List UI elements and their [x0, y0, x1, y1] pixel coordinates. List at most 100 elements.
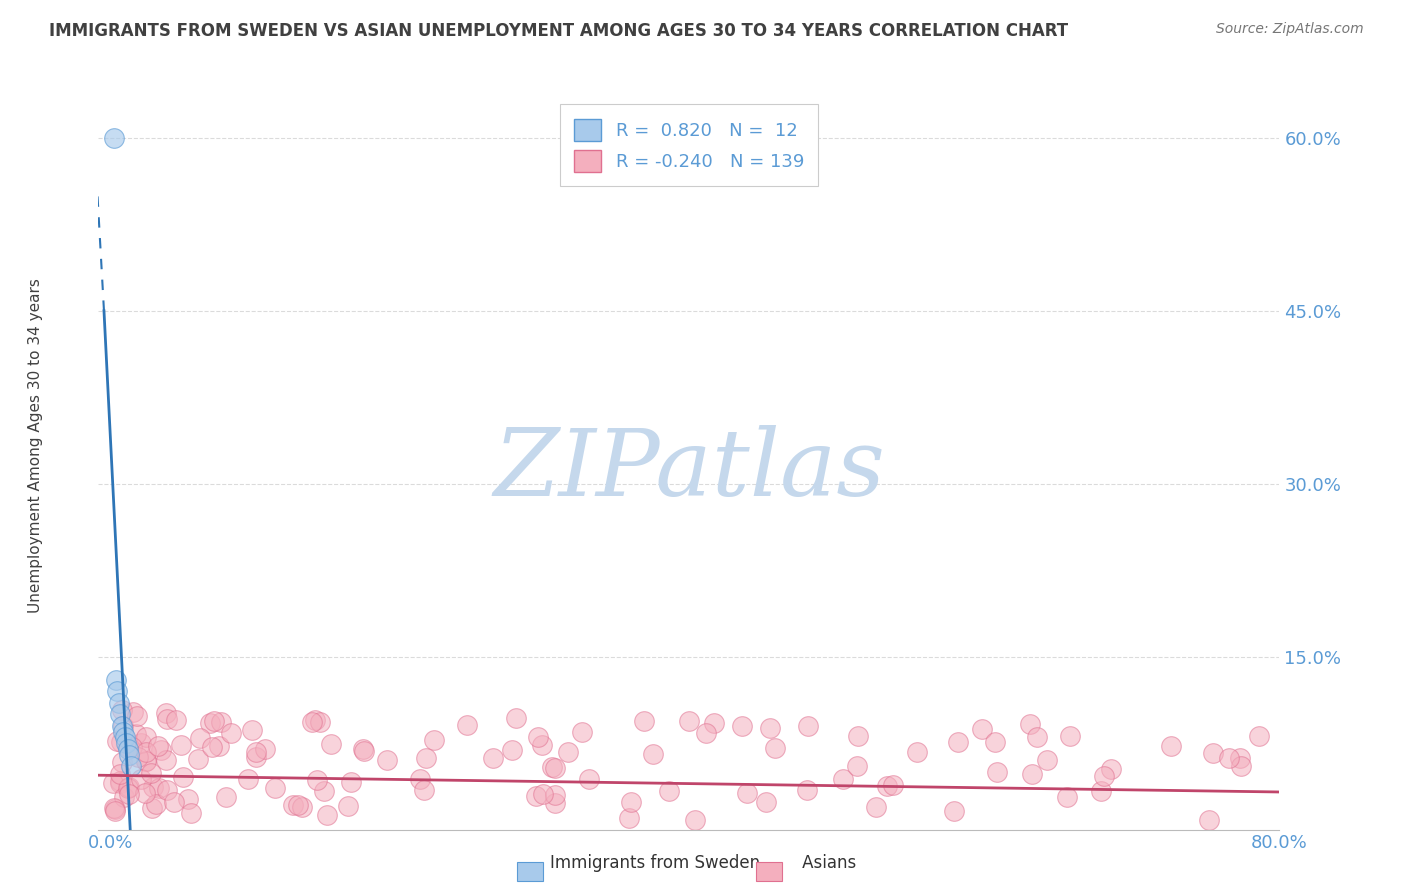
Point	[1247, 729, 1270, 743]
Point	[135, 754, 157, 768]
Text: Immigrants from Sweden        Asians: Immigrants from Sweden Asians	[550, 855, 856, 872]
Point	[314, 783, 336, 797]
Point	[797, 719, 820, 733]
Point	[111, 703, 134, 717]
Point	[122, 705, 145, 719]
Point	[831, 772, 853, 787]
Point	[105, 733, 128, 747]
Point	[209, 714, 232, 729]
Point	[111, 755, 134, 769]
Point	[305, 773, 328, 788]
Point	[304, 713, 326, 727]
Point	[633, 714, 655, 728]
Point	[731, 719, 754, 733]
Point	[219, 726, 242, 740]
Point	[972, 722, 994, 736]
Point	[108, 767, 131, 781]
Point	[316, 808, 339, 822]
Point	[456, 718, 478, 732]
Point	[796, 783, 818, 797]
Point	[571, 724, 593, 739]
Point	[104, 801, 127, 815]
Point	[846, 729, 869, 743]
Point	[118, 780, 141, 795]
Text: IMMIGRANTS FROM SWEDEN VS ASIAN UNEMPLOYMENT AMONG AGES 30 TO 34 YEARS CORRELATI: IMMIGRANTS FROM SWEDEN VS ASIAN UNEMPLOY…	[49, 22, 1069, 40]
Point	[703, 715, 725, 730]
Legend: R =  0.820   N =  12, R = -0.240   N = 139: R = 0.820 N = 12, R = -0.240 N = 139	[560, 104, 818, 186]
Point	[1229, 751, 1251, 765]
Point	[118, 788, 141, 802]
Point	[695, 726, 717, 740]
Point	[683, 813, 706, 827]
Point	[287, 797, 309, 812]
Point	[319, 737, 342, 751]
Point	[531, 738, 554, 752]
Point	[1198, 813, 1220, 827]
Point	[245, 750, 267, 764]
Point	[149, 743, 172, 757]
Point	[165, 713, 187, 727]
Point	[524, 789, 547, 803]
Point	[986, 765, 1008, 780]
Point	[127, 750, 149, 764]
Point	[104, 673, 127, 687]
Point	[103, 131, 125, 145]
Point	[1026, 730, 1049, 744]
Text: Source: ZipAtlas.com: Source: ZipAtlas.com	[1216, 22, 1364, 37]
Point	[131, 736, 153, 750]
Point	[201, 740, 224, 755]
Point	[578, 772, 600, 786]
Point	[540, 760, 562, 774]
Text: Unemployment Among Ages 30 to 34 years: Unemployment Among Ages 30 to 34 years	[28, 278, 42, 614]
Point	[544, 796, 567, 810]
Point	[353, 744, 375, 758]
Point	[155, 706, 177, 721]
Point	[1056, 789, 1078, 804]
Point	[264, 781, 287, 796]
Point	[121, 739, 143, 754]
Point	[1218, 750, 1240, 764]
Point	[527, 730, 550, 744]
Point	[763, 740, 786, 755]
Point	[1099, 762, 1122, 776]
Point	[1202, 746, 1225, 760]
Point	[180, 805, 202, 820]
Point	[177, 792, 200, 806]
Text: ZIPatlas: ZIPatlas	[494, 425, 884, 515]
Point	[735, 786, 758, 800]
Point	[240, 723, 263, 737]
Point	[134, 787, 156, 801]
Point	[755, 796, 778, 810]
Point	[352, 742, 374, 756]
Point	[845, 759, 868, 773]
Point	[882, 778, 904, 792]
Point	[117, 780, 139, 795]
Point	[1019, 717, 1042, 731]
Point	[112, 790, 135, 805]
Point	[135, 731, 157, 745]
Point	[1021, 766, 1043, 780]
Point	[139, 765, 162, 780]
Point	[163, 795, 186, 809]
Point	[1230, 759, 1253, 773]
Point	[1036, 753, 1059, 767]
Point	[129, 772, 152, 787]
Point	[114, 731, 136, 745]
Point	[423, 733, 446, 747]
Point	[876, 779, 898, 793]
Point	[188, 731, 211, 746]
Point	[156, 712, 179, 726]
Point	[155, 753, 177, 767]
Point	[148, 781, 170, 796]
Point	[544, 761, 567, 775]
Point	[482, 751, 505, 765]
Point	[110, 776, 132, 790]
Point	[984, 735, 1007, 749]
Point	[202, 714, 225, 728]
Point	[1059, 730, 1081, 744]
Point	[544, 788, 567, 802]
Point	[142, 780, 165, 794]
Point	[215, 790, 238, 805]
Point	[943, 804, 966, 818]
Point	[115, 736, 138, 750]
